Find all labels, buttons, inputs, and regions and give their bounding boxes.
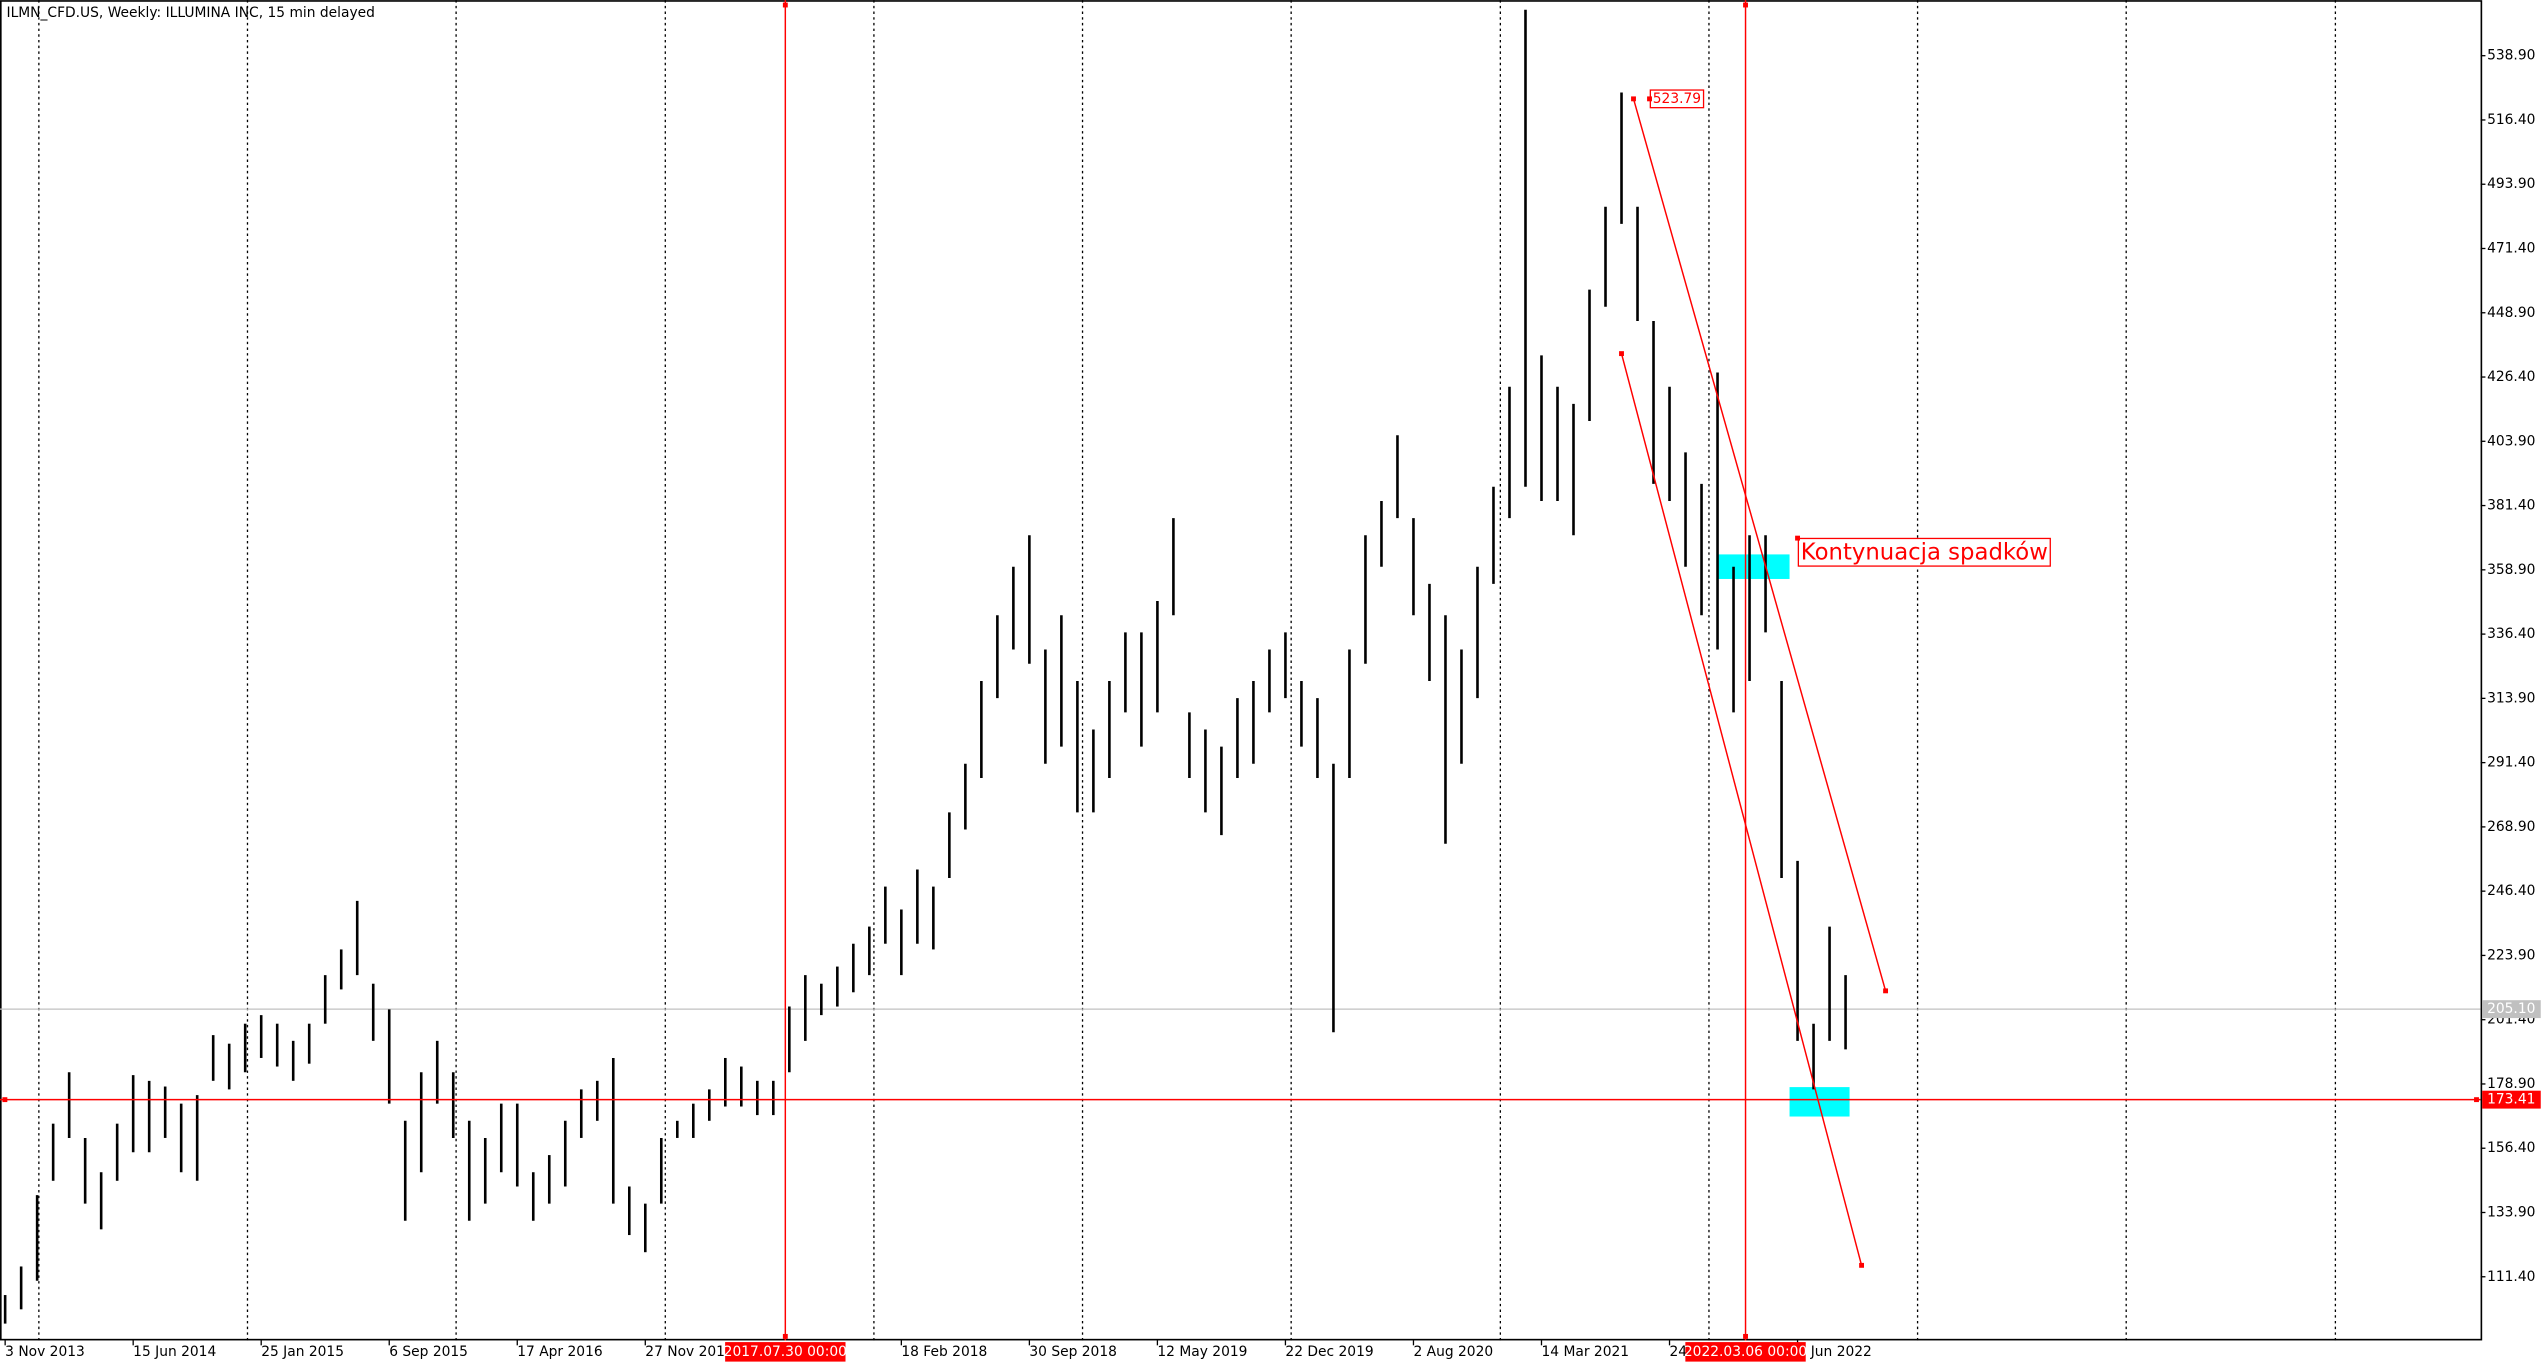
y-tick-label: 268.90 — [2487, 819, 2535, 835]
x-tick-label: 17 Apr 2016 — [517, 1344, 602, 1360]
vline-anchor — [1743, 2, 1748, 8]
y-tick-label: 111.40 — [2487, 1269, 2535, 1285]
y-tick-label: 178.90 — [2487, 1076, 2535, 1092]
y-tick-label: 493.90 — [2487, 176, 2535, 192]
y-tick-label: 246.40 — [2487, 883, 2535, 899]
y-tick-label: 156.40 — [2487, 1140, 2535, 1156]
y-tick-label: 538.90 — [2487, 48, 2535, 64]
zone-rectangle — [1717, 554, 1790, 579]
x-tick-label: 15 Jun 2014 — [133, 1344, 216, 1360]
trend-anchor — [1631, 96, 1636, 102]
trend-anchor — [1619, 351, 1624, 357]
y-tick-label: 516.40 — [2487, 112, 2535, 128]
x-tick-label: 2 Aug 2020 — [1413, 1344, 1493, 1360]
current-price-box — [2482, 1000, 2541, 1019]
x-tick-label: 6 Sep 2015 — [389, 1344, 468, 1360]
hline-anchor — [2474, 1097, 2479, 1103]
x-tick-label: 22 Dec 2019 — [1285, 1344, 1373, 1360]
y-tick-label: 448.90 — [2487, 305, 2535, 321]
vline-anchor — [1743, 1333, 1748, 1339]
y-tick-label: 336.40 — [2487, 626, 2535, 642]
y-tick-label: 133.90 — [2487, 1204, 2535, 1220]
x-tick-label: 27 Nov 2016 — [645, 1344, 733, 1360]
trend-line — [1632, 98, 1887, 992]
zone-rectangle — [1789, 1087, 1850, 1117]
annotation-anchor — [1795, 535, 1800, 541]
y-tick-label: 403.90 — [2487, 433, 2535, 449]
y-tick-label: 313.90 — [2487, 690, 2535, 706]
hline-anchor — [2, 1097, 8, 1103]
vline-anchor — [782, 2, 788, 8]
y-tick-label: 223.90 — [2487, 947, 2535, 963]
x-tick-label: 5 Jun 2022 — [1798, 1344, 1872, 1360]
trend-anchor — [1859, 1262, 1865, 1268]
annotation-anchor — [1647, 96, 1652, 102]
y-tick-label: 471.40 — [2487, 240, 2535, 256]
x-tick-label: 3 Nov 2013 — [5, 1344, 85, 1360]
y-tick-label: 381.40 — [2487, 498, 2535, 514]
vline-label-box — [725, 1342, 846, 1362]
current-price-label: 205.10 — [2487, 1001, 2535, 1017]
y-tick-label: 358.90 — [2487, 562, 2535, 578]
vline-label-box — [1685, 1342, 1806, 1362]
chart-title: ILMN_CFD.US, Weekly: ILLUMINA INC, 15 mi… — [7, 5, 375, 21]
annotation-text: Kontynuacja spadków — [1801, 539, 2048, 565]
trend-anchor — [1883, 988, 1889, 994]
vline-label: 2017.07.30 00:00 — [724, 1344, 847, 1360]
x-tick-label: 25 Jan 2015 — [261, 1344, 344, 1360]
hline-label: 173.41 — [2487, 1092, 2535, 1108]
hline-label-box — [2482, 1090, 2541, 1109]
annotation-box — [1797, 537, 2051, 567]
annotation-text: 523.79 — [1653, 91, 1701, 107]
x-tick-label: 12 May 2019 — [1157, 1344, 1247, 1360]
trend-line — [1620, 353, 1863, 1266]
x-tick-label: 18 Feb 2018 — [901, 1344, 987, 1360]
plot-frame — [0, 0, 2483, 1341]
vline-label: 2022.03.06 00:00 — [1684, 1344, 1807, 1360]
y-tick-label: 426.40 — [2487, 369, 2535, 385]
x-tick-label: 14 Mar 2021 — [1541, 1344, 1629, 1360]
y-tick-label: 291.40 — [2487, 755, 2535, 771]
x-tick-label: 30 Sep 2018 — [1029, 1344, 1117, 1360]
vline-anchor — [782, 1333, 788, 1339]
